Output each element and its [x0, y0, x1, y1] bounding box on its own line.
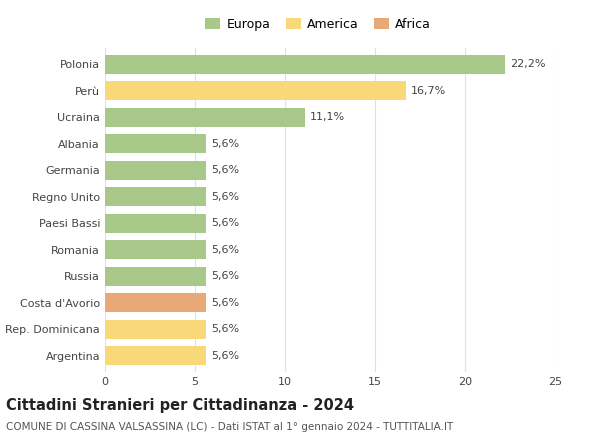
Text: 11,1%: 11,1% [310, 112, 346, 122]
Bar [105, 240, 206, 260]
Text: 5,6%: 5,6% [211, 351, 239, 361]
Bar [105, 267, 206, 286]
Text: 5,6%: 5,6% [211, 298, 239, 308]
Text: 5,6%: 5,6% [211, 271, 239, 281]
Bar [105, 55, 505, 74]
Bar [105, 187, 206, 206]
Text: 16,7%: 16,7% [411, 86, 446, 96]
Bar [105, 134, 206, 154]
Text: 22,2%: 22,2% [510, 59, 545, 70]
Bar [105, 81, 406, 100]
Text: Cittadini Stranieri per Cittadinanza - 2024: Cittadini Stranieri per Cittadinanza - 2… [6, 398, 354, 413]
Bar [105, 293, 206, 312]
Text: 5,6%: 5,6% [211, 245, 239, 255]
Text: COMUNE DI CASSINA VALSASSINA (LC) - Dati ISTAT al 1° gennaio 2024 - TUTTITALIA.I: COMUNE DI CASSINA VALSASSINA (LC) - Dati… [6, 422, 453, 432]
Bar [105, 108, 305, 127]
Bar [105, 320, 206, 339]
Text: 5,6%: 5,6% [211, 218, 239, 228]
Bar [105, 346, 206, 366]
Legend: Europa, America, Africa: Europa, America, Africa [200, 13, 436, 36]
Bar [105, 161, 206, 180]
Text: 5,6%: 5,6% [211, 139, 239, 149]
Text: 5,6%: 5,6% [211, 165, 239, 175]
Text: 5,6%: 5,6% [211, 192, 239, 202]
Text: 5,6%: 5,6% [211, 324, 239, 334]
Bar [105, 214, 206, 233]
